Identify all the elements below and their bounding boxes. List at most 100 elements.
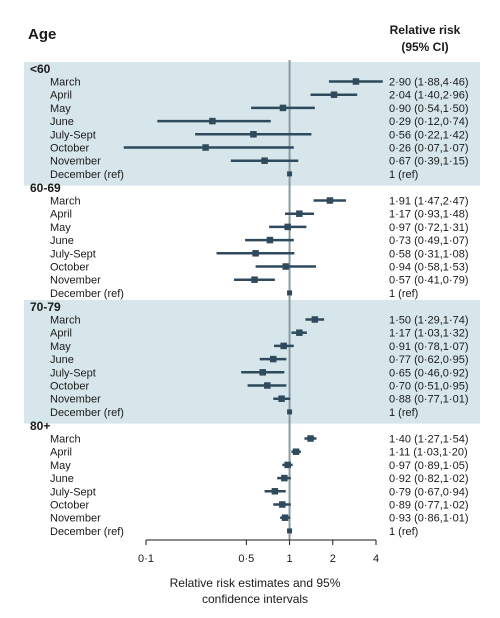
row-label: March bbox=[50, 77, 81, 89]
row-estimate-text: 1·17 (0·93,1·48) bbox=[389, 209, 469, 221]
row-label: June bbox=[50, 354, 74, 366]
row-label: November bbox=[50, 156, 101, 168]
point-estimate-marker bbox=[326, 197, 334, 204]
row-estimate-text: 0·73 (0·49,1·07) bbox=[389, 235, 469, 247]
x-tick-label: 1 bbox=[287, 553, 293, 565]
row-label: March bbox=[50, 315, 81, 327]
row-label: December (ref) bbox=[50, 407, 124, 419]
row-label: April bbox=[50, 90, 72, 102]
row-estimate-text: 0·79 (0·67,0·94) bbox=[389, 486, 469, 498]
point-estimate-marker bbox=[281, 514, 289, 521]
row-label: November bbox=[50, 513, 101, 525]
row-estimate-text: 1·50 (1·29,1·74) bbox=[389, 315, 469, 327]
row-label: May bbox=[50, 341, 71, 353]
point-estimate-marker bbox=[271, 488, 279, 495]
row-label: April bbox=[50, 447, 72, 459]
row-estimate-text: 2·04 (1·40,2·96) bbox=[389, 90, 469, 102]
point-estimate-marker bbox=[278, 395, 285, 402]
point-estimate-marker bbox=[259, 369, 266, 376]
row-estimate-text: 0·67 (0·39,1·15) bbox=[389, 156, 469, 168]
row-estimate-text: 2·90 (1·88,4·46) bbox=[389, 77, 469, 89]
x-tick-label: 0·1 bbox=[138, 553, 154, 565]
row-estimate-text: 0·65 (0·46,0·92) bbox=[389, 367, 469, 379]
reference-marker bbox=[287, 290, 293, 296]
row-estimate-text: 0·94 (0·58,1·53) bbox=[389, 262, 469, 274]
row-estimate-text: 0·70 (0·51,0·95) bbox=[389, 381, 469, 393]
row-estimate-text: 1 (ref) bbox=[389, 288, 418, 300]
point-estimate-marker bbox=[264, 382, 271, 389]
group-shade-2 bbox=[24, 300, 480, 424]
point-estimate-marker bbox=[279, 104, 287, 112]
group-shading bbox=[24, 62, 480, 424]
row-label: December (ref) bbox=[50, 526, 124, 538]
point-estimate-marker bbox=[209, 117, 216, 125]
point-estimate-marker bbox=[330, 91, 338, 98]
row-estimate-text: 0·89 (0·77,1·02) bbox=[389, 500, 469, 512]
column-header-ci: (95% CI) bbox=[401, 40, 448, 54]
column-header-relative-risk: Relative risk bbox=[390, 23, 461, 37]
row-label: December (ref) bbox=[50, 288, 124, 300]
group-label: 60-69 bbox=[30, 181, 61, 195]
row-estimate-text: 1·91 (1·47,2·47) bbox=[389, 196, 469, 208]
row-label: October bbox=[50, 381, 89, 393]
row-estimate-text: 0·77 (0·62,0·95) bbox=[389, 354, 469, 366]
row-estimate-text: 0·29 (0·12,0·74) bbox=[389, 116, 469, 128]
point-estimate-marker bbox=[279, 501, 286, 508]
row-label: October bbox=[50, 262, 89, 274]
point-estimate-marker bbox=[292, 448, 300, 455]
reference-marker bbox=[287, 171, 293, 177]
column-header-age: Age bbox=[28, 26, 56, 43]
row-label: December (ref) bbox=[50, 169, 124, 181]
row-estimate-text: 0·58 (0·31,1·08) bbox=[389, 248, 469, 260]
point-estimate-marker bbox=[311, 316, 319, 323]
x-tick-label: 2 bbox=[330, 553, 336, 565]
row-label: July-Sept bbox=[50, 129, 96, 141]
point-estimate-marker bbox=[202, 144, 209, 151]
point-estimate-marker bbox=[270, 355, 277, 363]
group-label: 70-79 bbox=[30, 300, 61, 314]
point-estimate-marker bbox=[266, 236, 274, 244]
point-estimate-marker bbox=[284, 461, 291, 469]
point-estimate-marker bbox=[296, 210, 303, 217]
x-tick-label: 4 bbox=[373, 553, 379, 565]
row-estimate-text: 1·17 (1·03,1·32) bbox=[389, 328, 469, 340]
row-label: October bbox=[50, 143, 89, 155]
row-estimate-text: 0·88 (0·77,1·01) bbox=[389, 394, 469, 406]
row-estimate-text: 0·56 (0·22,1·42) bbox=[389, 129, 469, 141]
row-estimate-text: 0·91 (0·78,1·07) bbox=[389, 341, 469, 353]
x-axis-label-line2: confidence intervals bbox=[202, 592, 308, 606]
point-estimate-marker bbox=[282, 263, 289, 270]
row-label: June bbox=[50, 473, 74, 485]
row-label: May bbox=[50, 222, 71, 234]
point-estimate-marker bbox=[280, 342, 287, 350]
row-estimate-text: 0·97 (0·89,1·05) bbox=[389, 460, 469, 472]
x-axis: 0·1 0·5 1 2 4 bbox=[138, 539, 379, 565]
x-axis-label-line1: Relative risk estimates and 95% bbox=[170, 576, 341, 590]
row-label: May bbox=[50, 460, 71, 472]
row-estimate-text: 1 (ref) bbox=[389, 407, 418, 419]
point-estimate-marker bbox=[296, 329, 303, 336]
group-shade-0 bbox=[24, 62, 480, 186]
row-label: May bbox=[50, 103, 71, 115]
point-estimate-marker bbox=[281, 474, 288, 482]
point-estimate-marker bbox=[250, 131, 257, 138]
point-estimate-marker bbox=[352, 78, 360, 85]
reference-marker bbox=[287, 409, 293, 415]
reference-marker bbox=[287, 528, 293, 534]
group-label: 80+ bbox=[30, 419, 50, 433]
row-label: November bbox=[50, 275, 101, 287]
row-estimate-text: 1·40 (1·27,1·54) bbox=[389, 434, 469, 446]
point-estimate-marker bbox=[252, 250, 259, 257]
row-label: June bbox=[50, 235, 74, 247]
row-label: July-Sept bbox=[50, 367, 96, 379]
row-estimate-text: 0·92 (0·82,1·02) bbox=[389, 473, 469, 485]
row-label: November bbox=[50, 394, 101, 406]
row-label: April bbox=[50, 209, 72, 221]
row-estimate-text: 0·57 (0·41,0·79) bbox=[389, 275, 469, 287]
row-label: April bbox=[50, 328, 72, 340]
row-estimate-text: 1 (ref) bbox=[389, 526, 418, 538]
point-estimate-marker bbox=[251, 276, 258, 283]
row-estimate-text: 1·11 (1·03,1·20) bbox=[389, 447, 468, 459]
